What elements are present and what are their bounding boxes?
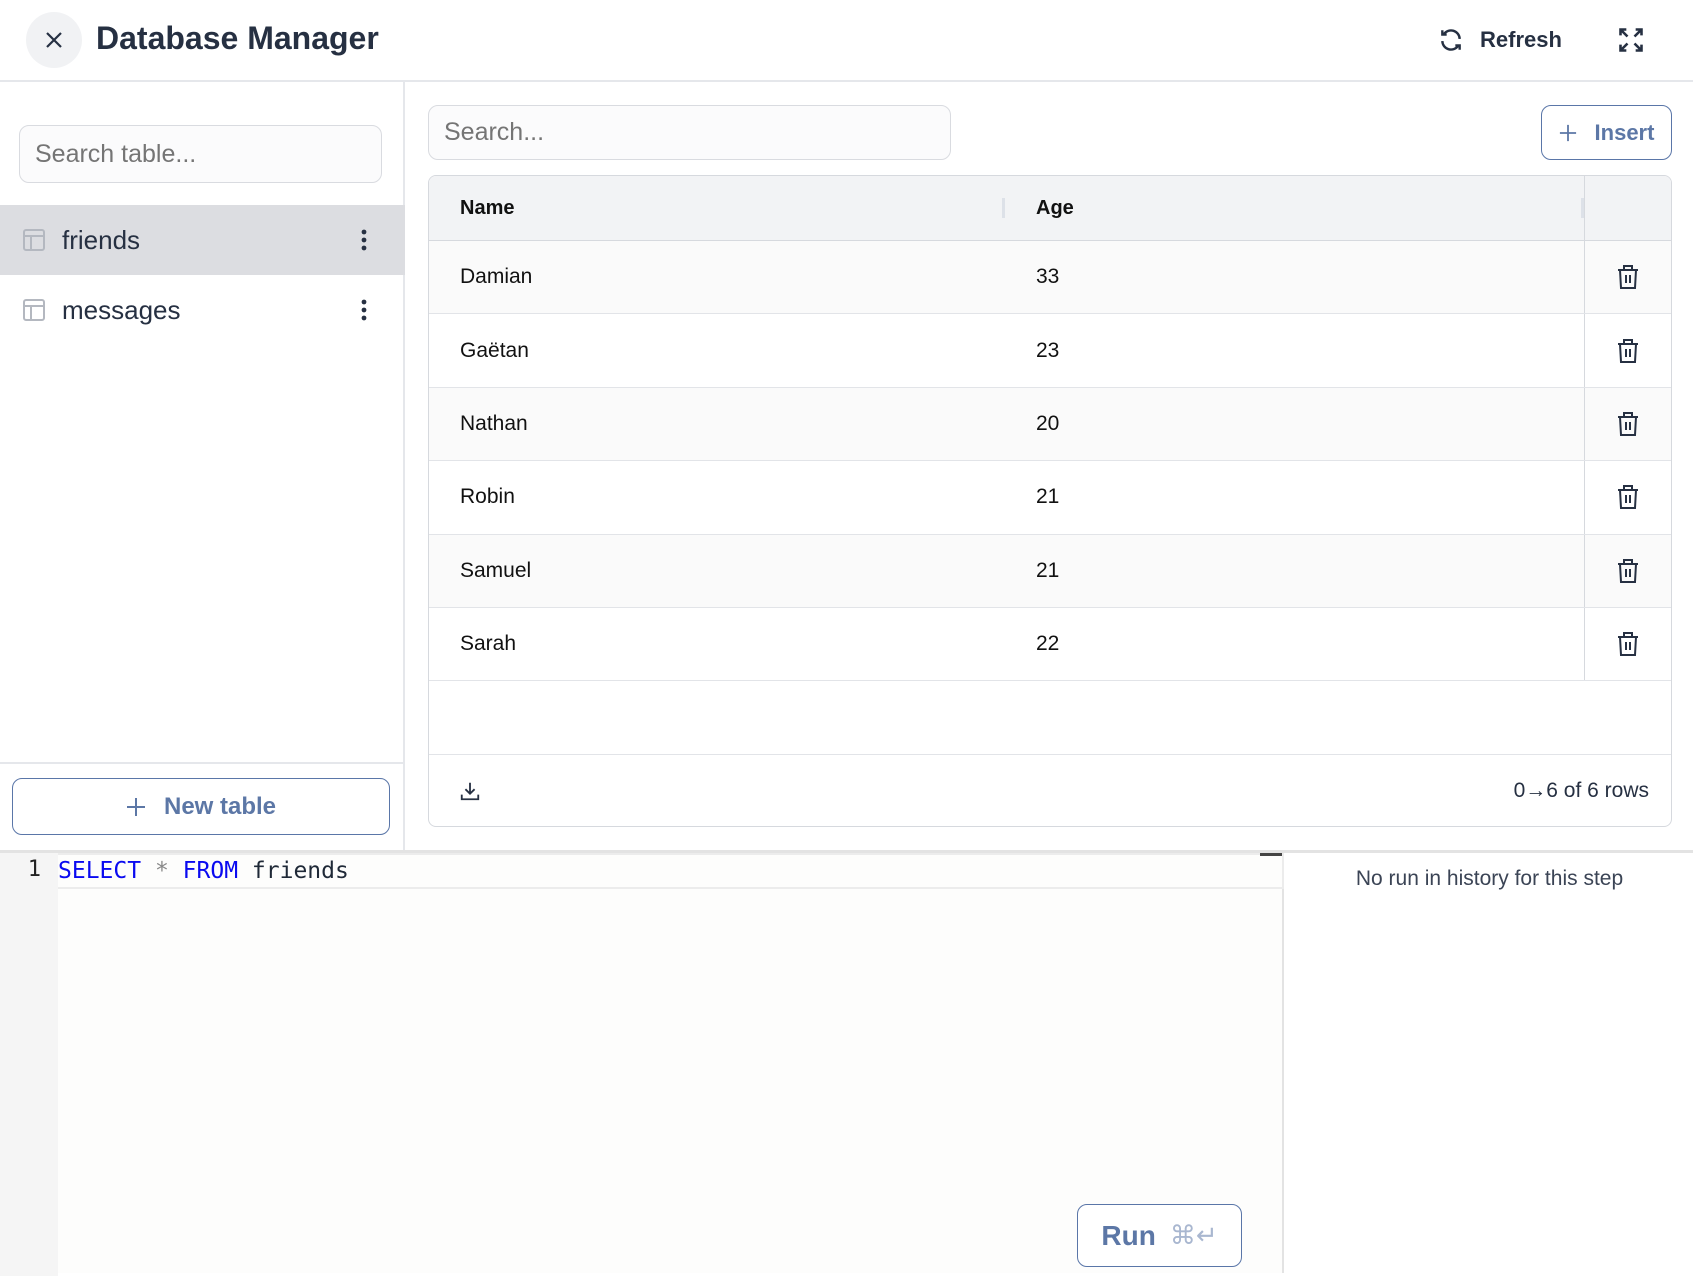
cell-text: Damian — [460, 265, 533, 289]
table-row[interactable]: Sarah 22 — [429, 607, 1671, 682]
scrollbar[interactable] — [1260, 853, 1282, 856]
keyword: SELECT — [58, 858, 142, 884]
history-empty-text: No run in history for this step — [1355, 867, 1624, 890]
cell-name[interactable]: Damian — [429, 241, 1005, 313]
trash-icon[interactable] — [1617, 411, 1639, 437]
cell-age[interactable]: 23 — [1005, 314, 1584, 386]
cell-text: Sarah — [460, 632, 517, 656]
cell-text: 21 — [1036, 558, 1060, 582]
data-table: Name Age Damian 33 Gaëtan 23 Nathan 20 R… — [428, 175, 1672, 827]
plus-icon — [126, 797, 145, 816]
pagination-text: 0→6 of 6 rows — [1513, 778, 1649, 802]
divider — [0, 762, 403, 764]
cell-text: 33 — [1036, 265, 1060, 289]
cell-text: 22 — [1036, 632, 1060, 656]
table-search-input[interactable] — [19, 125, 382, 183]
refresh-icon — [1441, 29, 1461, 51]
sql-editor[interactable]: 1 SELECT * FROM friends Run ⌘↵ No run in… — [0, 850, 1693, 1276]
sidebar-item-friends[interactable]: friends — [0, 205, 405, 275]
line-number: 1 — [27, 857, 41, 882]
table-row[interactable]: Damian 33 — [429, 241, 1671, 315]
sidebar: friends messages New table — [0, 82, 405, 850]
table-name: messages — [62, 294, 181, 325]
close-button[interactable] — [26, 12, 82, 68]
line-numbers: 1 — [0, 853, 58, 1276]
page-title: Database Manager — [96, 20, 379, 56]
keyword: FROM — [182, 858, 239, 884]
close-icon — [46, 32, 62, 48]
column-resize-handle[interactable] — [1581, 198, 1584, 218]
trash-icon[interactable] — [1617, 631, 1639, 657]
code-line[interactable]: SELECT * FROM friends — [58, 853, 1284, 889]
more-options-icon[interactable] — [361, 299, 367, 321]
trash-icon[interactable] — [1617, 264, 1639, 290]
cell-text: Nathan — [460, 411, 528, 435]
cell-text: Robin — [460, 485, 515, 509]
table-icon — [23, 299, 45, 321]
run-button[interactable]: Run ⌘↵ — [1077, 1204, 1242, 1267]
cell-text: Samuel — [460, 558, 532, 582]
cell-name[interactable]: Nathan — [429, 388, 1005, 460]
insert-label: Insert — [1594, 119, 1655, 145]
trash-icon[interactable] — [1617, 558, 1639, 584]
plus-icon — [1559, 124, 1576, 141]
cell-text: 23 — [1036, 338, 1060, 362]
sidebar-item-messages[interactable]: messages — [0, 275, 405, 345]
code-area[interactable]: SELECT * FROM friends Run ⌘↵ — [58, 853, 1284, 1273]
cell-age[interactable]: 21 — [1005, 535, 1584, 607]
trash-icon[interactable] — [1617, 338, 1639, 364]
refresh-button[interactable]: Refresh — [1438, 22, 1562, 58]
row-search-input[interactable] — [428, 105, 951, 160]
cell-text: 21 — [1036, 485, 1060, 509]
download-icon[interactable] — [459, 780, 481, 802]
column-resize-handle[interactable] — [1002, 198, 1005, 218]
table-footer: 0→6 of 6 rows — [429, 754, 1671, 826]
new-table-label: New table — [163, 792, 277, 820]
expand-button[interactable] — [1617, 26, 1645, 59]
actions-header — [1584, 176, 1671, 240]
column-label: Age — [1036, 196, 1074, 219]
cell-age[interactable]: 21 — [1005, 461, 1584, 533]
expand-icon — [1619, 28, 1643, 52]
cell-age[interactable]: 20 — [1005, 388, 1584, 460]
cell-name[interactable]: Samuel — [429, 535, 1005, 607]
insert-button[interactable]: Insert — [1541, 105, 1672, 160]
header: Database Manager Refresh — [0, 0, 1693, 82]
refresh-label: Refresh — [1480, 27, 1562, 52]
new-table-button[interactable]: New table — [12, 778, 390, 835]
cell-age[interactable]: 33 — [1005, 241, 1584, 313]
table-row[interactable]: Samuel 21 — [429, 534, 1671, 608]
cell-name[interactable]: Robin — [429, 461, 1005, 533]
table-row[interactable]: Nathan 20 — [429, 387, 1671, 462]
column-header-name[interactable]: Name — [429, 176, 1005, 240]
identifier: friends — [251, 858, 349, 884]
cell-age[interactable]: 22 — [1005, 608, 1584, 680]
run-label: Run — [1101, 1219, 1156, 1251]
column-header-age[interactable]: Age — [1005, 176, 1584, 240]
run-history: No run in history for this step — [1286, 853, 1693, 1273]
shortcut-hint: ⌘↵ — [1169, 1220, 1218, 1250]
table-icon — [23, 229, 45, 251]
column-label: Name — [460, 196, 515, 219]
more-options-icon[interactable] — [361, 229, 367, 251]
cell-name[interactable]: Sarah — [429, 608, 1005, 680]
cell-text: 20 — [1036, 411, 1060, 435]
trash-icon[interactable] — [1617, 484, 1639, 510]
operator: * — [154, 858, 169, 884]
table-body: Damian 33 Gaëtan 23 Nathan 20 Robin 21 S… — [429, 241, 1671, 682]
cell-text: Gaëtan — [460, 338, 529, 362]
table-header: Name Age — [429, 176, 1671, 241]
table-name: friends — [62, 224, 141, 255]
table-row[interactable]: Gaëtan 23 — [429, 314, 1671, 388]
table-row[interactable]: Robin 21 — [429, 461, 1671, 535]
cell-name[interactable]: Gaëtan — [429, 314, 1005, 386]
